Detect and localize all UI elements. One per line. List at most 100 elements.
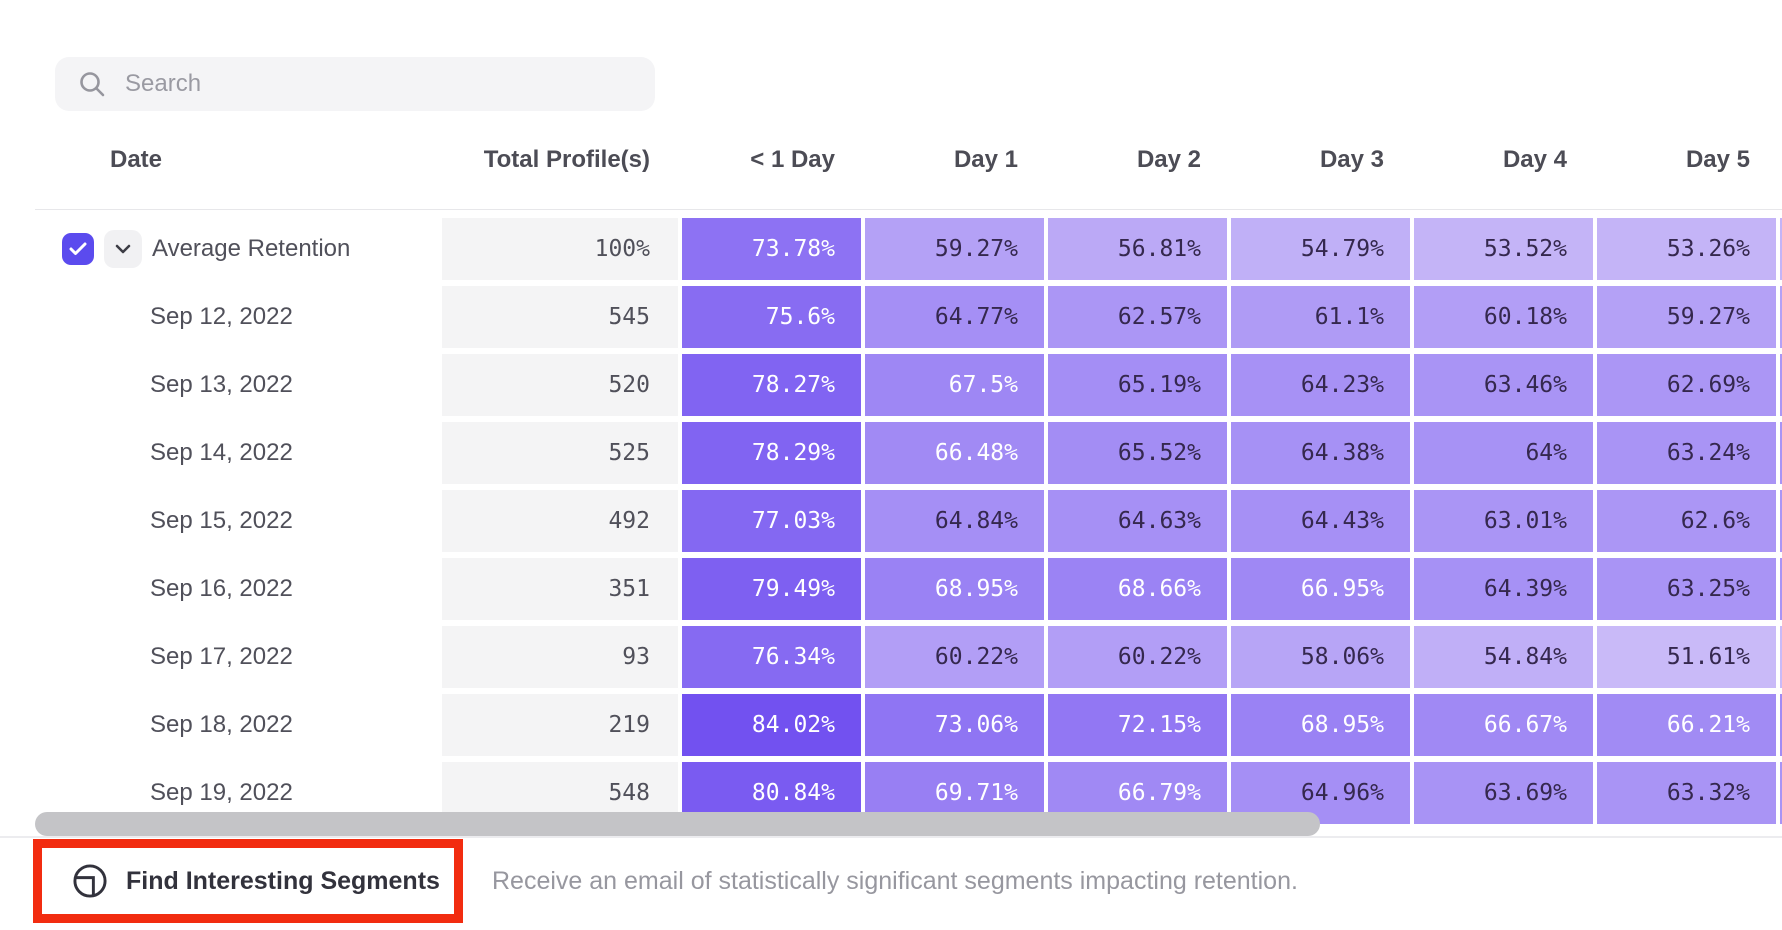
segments-icon [72, 863, 108, 899]
retention-cell[interactable]: 63.69% [1414, 762, 1593, 824]
retention-cell[interactable]: 64.43% [1231, 490, 1410, 552]
total-profiles-cell: 93 [442, 626, 678, 688]
retention-cell[interactable]: 64.84% [865, 490, 1044, 552]
retention-cell[interactable]: 68.95% [865, 558, 1044, 620]
retention-cell[interactable]: 66.21% [1597, 694, 1776, 756]
retention-cell[interactable]: 73.78% [682, 218, 861, 280]
retention-cell[interactable]: 65.19% [1048, 354, 1227, 416]
day-header-label: < 1 Day [750, 146, 835, 173]
retention-cell[interactable]: 61.1% [1231, 286, 1410, 348]
retention-cell[interactable]: 75.6% [682, 286, 861, 348]
retention-cell[interactable]: 62.69% [1597, 354, 1776, 416]
total-profiles-cell: 351 [442, 558, 678, 620]
retention-cell[interactable]: 66.67% [1414, 694, 1593, 756]
total-profiles-header-label: Total Profile(s) [483, 146, 650, 173]
table-row: Sep 16, 2022 351 79.49% 68.95% 68.66% 66.95% 6… [0, 558, 1782, 620]
clipped-next-column-cell [1780, 762, 1782, 824]
day-header-cell-4: Day 4 [1414, 146, 1593, 174]
row-label-cell: Sep 19, 2022 [0, 762, 438, 824]
retention-cell[interactable]: 68.95% [1231, 694, 1410, 756]
day-header-label: Day 2 [1136, 146, 1201, 173]
retention-cell[interactable]: 63.24% [1597, 422, 1776, 484]
total-profiles-cell: 520 [442, 354, 678, 416]
table-row: Sep 14, 2022 525 78.29% 66.48% 65.52% 64.38% 6… [0, 422, 1782, 484]
row-label-cell: Sep 16, 2022 [0, 558, 438, 620]
retention-cell[interactable]: 62.6% [1597, 490, 1776, 552]
table-row: Sep 13, 2022 520 78.27% 67.5% 65.19% 64.23% 63… [0, 354, 1782, 416]
retention-cell[interactable]: 60.18% [1414, 286, 1593, 348]
retention-cell[interactable]: 63.25% [1597, 558, 1776, 620]
row-label-cell: Sep 14, 2022 [0, 422, 438, 484]
retention-cell[interactable]: 66.48% [865, 422, 1044, 484]
retention-cell[interactable]: 65.52% [1048, 422, 1227, 484]
retention-cell[interactable]: 60.22% [865, 626, 1044, 688]
retention-cell[interactable]: 59.27% [865, 218, 1044, 280]
row-label: Sep 18, 2022 [150, 711, 293, 738]
retention-cell[interactable]: 63.32% [1597, 762, 1776, 824]
table-row: Sep 18, 2022 219 84.02% 73.06% 72.15% 68.95% 6… [0, 694, 1782, 756]
horizontal-scrollbar-thumb[interactable] [35, 812, 1320, 836]
retention-cell[interactable]: 64.63% [1048, 490, 1227, 552]
retention-table-body: Average Retention 100% 73.78% 59.27% 56.81% 5… [0, 218, 1782, 830]
retention-cell[interactable]: 53.52% [1414, 218, 1593, 280]
day-header-cell-3: Day 3 [1231, 146, 1410, 174]
retention-cell[interactable]: 84.02% [682, 694, 861, 756]
row-label: Sep 17, 2022 [150, 643, 293, 670]
retention-cell[interactable]: 78.29% [682, 422, 861, 484]
clipped-next-column-cell [1780, 558, 1782, 620]
row-label: Sep 19, 2022 [150, 779, 293, 806]
footer-divider [0, 836, 1782, 838]
retention-cell[interactable]: 76.34% [682, 626, 861, 688]
expand-row-button[interactable] [104, 230, 142, 268]
retention-cell[interactable]: 63.46% [1414, 354, 1593, 416]
retention-cell[interactable]: 64.23% [1231, 354, 1410, 416]
retention-cell[interactable]: 56.81% [1048, 218, 1227, 280]
chevron-down-icon [115, 244, 131, 254]
search-bar[interactable] [55, 57, 655, 111]
row-checkbox[interactable] [62, 233, 94, 265]
retention-cell[interactable]: 60.22% [1048, 626, 1227, 688]
total-profiles-cell: 525 [442, 422, 678, 484]
retention-cell[interactable]: 79.49% [682, 558, 861, 620]
retention-cell[interactable]: 68.66% [1048, 558, 1227, 620]
retention-cell[interactable]: 66.95% [1231, 558, 1410, 620]
table-row: Average Retention 100% 73.78% 59.27% 56.81% 5… [0, 218, 1782, 280]
total-profiles-cell: 100% [442, 218, 678, 280]
retention-cell[interactable]: 67.5% [865, 354, 1044, 416]
day-header-cell-5: Day 5 [1597, 146, 1776, 174]
retention-cell[interactable]: 59.27% [1597, 286, 1776, 348]
retention-cell[interactable]: 62.57% [1048, 286, 1227, 348]
retention-cell[interactable]: 64.38% [1231, 422, 1410, 484]
day-header-cell-0: < 1 Day [682, 146, 861, 174]
table-row: Sep 15, 2022 492 77.03% 64.84% 64.63% 64.43% 6… [0, 490, 1782, 552]
retention-cell[interactable]: 73.06% [865, 694, 1044, 756]
row-label: Sep 13, 2022 [150, 371, 293, 398]
table-row: Sep 12, 2022 545 75.6% 64.77% 62.57% 61.1% 60.… [0, 286, 1782, 348]
clipped-next-column-cell [1780, 354, 1782, 416]
retention-cell[interactable]: 77.03% [682, 490, 861, 552]
segments-description: Receive an email of statistically signif… [492, 866, 1298, 895]
search-icon [77, 69, 107, 99]
retention-cell[interactable]: 64% [1414, 422, 1593, 484]
select-all-checkbox[interactable] [62, 144, 94, 176]
retention-cell[interactable]: 78.27% [682, 354, 861, 416]
retention-cell[interactable]: 64.96% [1231, 762, 1410, 824]
day-header-label: Day 1 [953, 146, 1018, 173]
row-label-cell: Sep 17, 2022 [0, 626, 438, 688]
total-profiles-cell: 219 [442, 694, 678, 756]
retention-cell[interactable]: 53.26% [1597, 218, 1776, 280]
retention-cell[interactable]: 51.61% [1597, 626, 1776, 688]
find-interesting-segments-button[interactable]: Find Interesting Segments [42, 862, 446, 900]
retention-cell[interactable]: 64.39% [1414, 558, 1593, 620]
retention-cell[interactable]: 63.01% [1414, 490, 1593, 552]
day-header-label: Day 4 [1502, 146, 1567, 173]
total-profiles-header-cell: Total Profile(s) [442, 146, 678, 174]
retention-cell[interactable]: 54.84% [1414, 626, 1593, 688]
retention-cell[interactable]: 54.79% [1231, 218, 1410, 280]
row-label: Sep 16, 2022 [150, 575, 293, 602]
retention-cell[interactable]: 58.06% [1231, 626, 1410, 688]
search-input[interactable] [123, 69, 633, 99]
retention-cell[interactable]: 64.77% [865, 286, 1044, 348]
retention-cell[interactable]: 72.15% [1048, 694, 1227, 756]
